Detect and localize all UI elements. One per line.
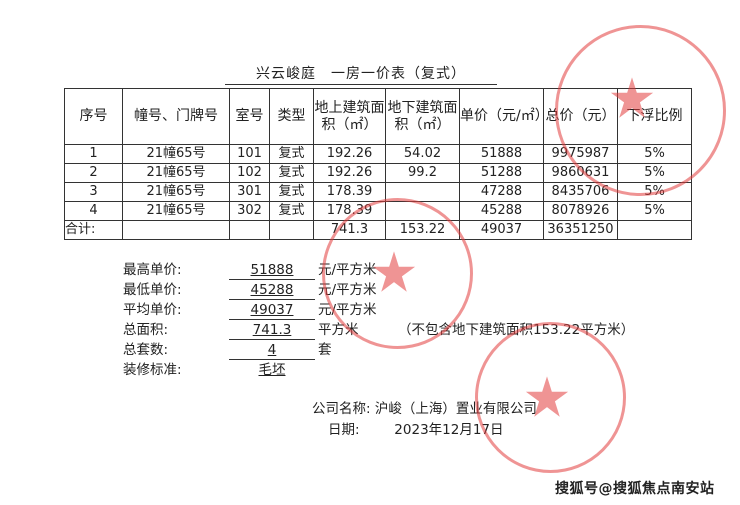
table-cell: 5% bbox=[617, 144, 692, 164]
table-cell: 49037 bbox=[459, 220, 544, 240]
table-cell: 1 bbox=[64, 144, 123, 164]
table-cell: 192.26 bbox=[313, 144, 386, 164]
table-cell: 复式 bbox=[269, 201, 314, 221]
summary-value-text: 45288 bbox=[250, 282, 294, 298]
summary-unit: 平方米 bbox=[318, 322, 359, 338]
table-cell bbox=[229, 220, 270, 240]
summary-label: 最高单价: bbox=[123, 262, 182, 278]
summary-label: 最低单价: bbox=[123, 282, 182, 298]
summary-unit: 套 bbox=[318, 342, 332, 358]
summary-value: 4 bbox=[229, 341, 315, 360]
table-cell: 21幢65号 bbox=[122, 182, 230, 202]
table-cell: 4 bbox=[64, 201, 123, 221]
table-cell bbox=[617, 220, 692, 240]
table-row: 3 21幢65号 301 复式 178.39 47288 8435706 5% bbox=[64, 182, 692, 202]
header-cell: 下浮比例 bbox=[617, 88, 692, 145]
header-cell: 地下建筑面积（㎡） bbox=[385, 88, 460, 145]
summary-unit: 元/平方米 bbox=[318, 282, 377, 298]
table-cell bbox=[385, 182, 460, 202]
watermark: 搜狐号@搜狐焦点南安站 bbox=[555, 481, 715, 497]
summary-value: 毛坯 bbox=[229, 361, 315, 379]
header-cell: 室号 bbox=[229, 88, 270, 145]
table-cell: 302 bbox=[229, 201, 270, 221]
table-cell: 2 bbox=[64, 163, 123, 183]
header-cell: 总价（元） bbox=[543, 88, 618, 145]
table-cell: 301 bbox=[229, 182, 270, 202]
company-label: 公司名称: bbox=[312, 401, 371, 417]
table-cell: 21幢65号 bbox=[122, 163, 230, 183]
summary-label: 平均单价: bbox=[123, 302, 182, 318]
table-cell: 47288 bbox=[459, 182, 544, 202]
document-title: 兴云峻庭 一房一价表（复式） bbox=[225, 64, 497, 85]
table-cell: 192.26 bbox=[313, 163, 386, 183]
header-cell: 单价（元/㎡） bbox=[459, 88, 549, 145]
table-cell bbox=[385, 201, 460, 221]
table-cell: 5% bbox=[617, 182, 692, 202]
table-cell: 8078926 bbox=[543, 201, 618, 221]
total-row: 合计: 741.3 153.22 49037 36351250 bbox=[64, 220, 692, 240]
table-cell: 复式 bbox=[269, 182, 314, 202]
table-cell: 45288 bbox=[459, 201, 544, 221]
table-cell: 复式 bbox=[269, 163, 314, 183]
table-cell: 741.3 bbox=[313, 220, 386, 240]
summary-unit: 元/平方米 bbox=[318, 302, 377, 318]
summary-value-text: 51888 bbox=[250, 262, 294, 278]
table-cell: 9860631 bbox=[543, 163, 618, 183]
summary-label: 装修标准: bbox=[123, 362, 182, 378]
header-cell: 类型 bbox=[269, 88, 314, 145]
table-row: 1 21幢65号 101 复式 192.26 54.02 51888 9975987 5% bbox=[64, 144, 692, 164]
summary-value: 51888 bbox=[229, 261, 315, 280]
summary-value-text: 741.3 bbox=[252, 322, 292, 338]
summary-value: 45288 bbox=[229, 281, 315, 300]
company-name: 沪峻（上海）置业有限公司 bbox=[374, 401, 537, 417]
table-cell: 178.39 bbox=[313, 201, 386, 221]
table-cell bbox=[269, 220, 314, 240]
table-cell: 3 bbox=[64, 182, 123, 202]
summary-value: 741.3 bbox=[229, 321, 315, 340]
summary-value-text: 4 bbox=[267, 342, 277, 358]
price-table: 序号 幢号、门牌号 室号 类型 地上建筑面积（㎡） 地下建筑面积（㎡） 单价（元… bbox=[64, 88, 692, 240]
table-cell: 54.02 bbox=[385, 144, 460, 164]
header-cell: 幢号、门牌号 bbox=[122, 88, 230, 145]
summary-value: 49037 bbox=[229, 301, 315, 320]
table-cell: 99.2 bbox=[385, 163, 460, 183]
table-cell bbox=[122, 220, 230, 240]
header-cell: 序号 bbox=[64, 88, 123, 145]
summary-value-text: 49037 bbox=[250, 302, 294, 318]
date-label: 日期: bbox=[328, 422, 360, 438]
table-cell: 51888 bbox=[459, 144, 544, 164]
table-cell: 合计: bbox=[64, 220, 123, 240]
summary-label: 总面积: bbox=[123, 322, 169, 338]
table-cell: 5% bbox=[617, 163, 692, 183]
date-value: 2023年12月17日 bbox=[394, 422, 504, 438]
table-cell: 101 bbox=[229, 144, 270, 164]
table-cell: 21幢65号 bbox=[122, 201, 230, 221]
company-seal-stamp bbox=[475, 322, 626, 473]
header-cell: 地上建筑面积（㎡） bbox=[313, 88, 386, 145]
table-row: 2 21幢65号 102 复式 192.26 99.2 51288 9860631 5% bbox=[64, 163, 692, 183]
table-header-row: 序号 幢号、门牌号 室号 类型 地上建筑面积（㎡） 地下建筑面积（㎡） 单价（元… bbox=[64, 88, 692, 145]
table-cell: 复式 bbox=[269, 144, 314, 164]
table-cell: 8435706 bbox=[543, 182, 618, 202]
date-line: 日期: 2023年12月17日 bbox=[328, 420, 504, 440]
table-cell: 51288 bbox=[459, 163, 544, 183]
seal-star-icon bbox=[372, 251, 416, 292]
table-cell: 36351250 bbox=[543, 220, 618, 240]
summary-unit: 元/平方米 bbox=[318, 262, 377, 278]
summary-label: 总套数: bbox=[123, 342, 169, 358]
table-cell: 21幢65号 bbox=[122, 144, 230, 164]
table-cell: 5% bbox=[617, 201, 692, 221]
company-line: 公司名称: 沪峻（上海）置业有限公司 bbox=[312, 399, 537, 419]
table-cell: 153.22 bbox=[385, 220, 460, 240]
table-cell: 178.39 bbox=[313, 182, 386, 202]
table-cell: 102 bbox=[229, 163, 270, 183]
table-cell: 9975987 bbox=[543, 144, 618, 164]
table-row: 4 21幢65号 302 复式 178.39 45288 8078926 5% bbox=[64, 201, 692, 221]
summary-value-text: 毛坯 bbox=[258, 362, 286, 378]
area-note: （不包含地下建筑面积153.22平方米） bbox=[398, 322, 635, 338]
